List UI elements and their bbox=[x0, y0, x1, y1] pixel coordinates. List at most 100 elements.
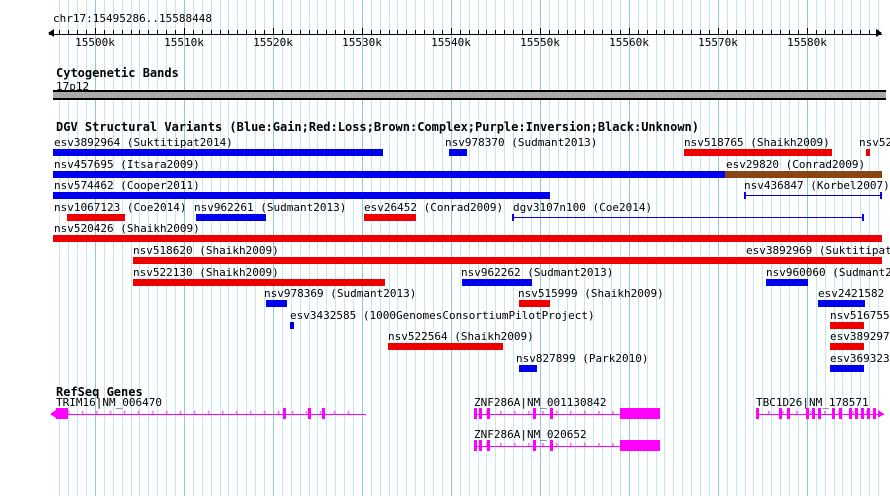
dgv-feature-bar[interactable] bbox=[196, 213, 266, 221]
arrow-left-icon[interactable] bbox=[48, 29, 54, 37]
dgv-feature-bar[interactable] bbox=[519, 300, 550, 308]
gene-exon[interactable] bbox=[479, 440, 482, 451]
gene-exon[interactable] bbox=[620, 408, 660, 419]
axis-tick bbox=[522, 30, 523, 35]
gene-exon[interactable] bbox=[487, 408, 490, 419]
gene-exon[interactable] bbox=[756, 408, 759, 419]
dgv-feature-bar[interactable] bbox=[53, 192, 550, 200]
dgv-feature-label[interactable]: nsv962261 (Sudmant2013) bbox=[194, 200, 347, 214]
dgv-feature-bar[interactable] bbox=[725, 170, 882, 178]
dgv-feature-bar[interactable] bbox=[67, 213, 125, 221]
gene-exon[interactable] bbox=[487, 440, 490, 451]
dgv-feature-bar[interactable] bbox=[266, 300, 287, 308]
gene-exon[interactable] bbox=[861, 408, 864, 419]
axis-tick bbox=[291, 30, 292, 35]
dgv-feature-label[interactable]: esv3892964 (Suktitipat2014) bbox=[54, 136, 233, 149]
gene-exon[interactable] bbox=[479, 408, 482, 419]
gene-label[interactable]: TBC1D26|NM_178571 bbox=[756, 396, 869, 409]
dgv-feature-bar[interactable] bbox=[364, 213, 416, 221]
cytoband-segment-17p12[interactable] bbox=[53, 90, 886, 100]
dgv-feature-bar[interactable] bbox=[830, 365, 864, 372]
dgv-feature-bar[interactable] bbox=[449, 149, 467, 156]
gene-label[interactable]: ZNF286A|NM_020652 bbox=[474, 428, 587, 441]
dgv-feature-label[interactable]: nsv436847 (Korbel2007) bbox=[744, 179, 890, 193]
dgv-feature-label[interactable]: nsv518765 (Shaikh2009) bbox=[684, 136, 830, 149]
gridline bbox=[736, 0, 737, 496]
gene-exon[interactable] bbox=[832, 408, 835, 419]
gene-exon[interactable] bbox=[806, 408, 809, 419]
dgv-feature-bar[interactable] bbox=[290, 321, 294, 329]
gene-exon[interactable] bbox=[779, 408, 782, 419]
dgv-feature-label[interactable]: dgv3107n100 (Coe2014) bbox=[513, 200, 653, 214]
dgv-feature-bar[interactable] bbox=[866, 149, 870, 156]
dgv-feature-bar[interactable] bbox=[519, 365, 537, 372]
gene-exon[interactable] bbox=[550, 440, 553, 451]
gene-exon[interactable] bbox=[867, 408, 870, 419]
dgv-feature-bar[interactable] bbox=[830, 343, 864, 351]
arrow-right-icon[interactable] bbox=[876, 29, 882, 37]
axis-tick bbox=[424, 30, 425, 35]
dgv-feature-label[interactable]: nsv1067123 (Coe2014) bbox=[54, 200, 187, 214]
dgv-feature-label[interactable]: esv3892972 bbox=[830, 330, 890, 344]
dgv-feature-label[interactable]: nsv574462 (Cooper2011) bbox=[54, 179, 200, 193]
dgv-feature-label[interactable]: nsv827899 (Park2010) bbox=[516, 352, 649, 365]
dgv-feature-bar[interactable] bbox=[133, 257, 882, 264]
gene-exon[interactable] bbox=[322, 408, 325, 419]
dgv-feature-label[interactable]: esv29820 (Conrad2009) bbox=[726, 157, 866, 171]
dgv-feature-line[interactable] bbox=[746, 260, 882, 261]
gridline bbox=[709, 0, 710, 496]
dgv-feature-bar[interactable] bbox=[53, 235, 882, 243]
dgv-feature-label[interactable]: nsv978369 (Sudmant2013) bbox=[264, 287, 417, 301]
dgv-feature-label[interactable]: nsv960060 (Sudmant20 bbox=[766, 265, 890, 279]
dgv-feature-label[interactable]: nsv515999 (Shaikh2009) bbox=[518, 287, 664, 301]
dgv-feature-label[interactable]: nsv518620 (Shaikh2009) bbox=[133, 244, 279, 257]
dgv-feature-label[interactable]: nsv522130 (Shaikh2009) bbox=[133, 265, 279, 279]
gene-exon[interactable] bbox=[839, 408, 842, 419]
dgv-feature-label[interactable]: esv2421582 (P bbox=[818, 287, 890, 301]
dgv-feature-bar[interactable] bbox=[388, 343, 503, 351]
gene-exon[interactable] bbox=[873, 408, 876, 419]
gene-exon[interactable] bbox=[787, 408, 790, 419]
dgv-feature-bar[interactable] bbox=[818, 300, 865, 308]
dgv-feature-label[interactable]: nsv52 bbox=[859, 136, 890, 149]
gene-exon[interactable] bbox=[855, 408, 858, 419]
gene-label[interactable]: ZNF286A|NM_001130842 bbox=[474, 396, 607, 409]
axis-tick bbox=[397, 30, 398, 35]
dgv-feature-line[interactable] bbox=[512, 216, 864, 218]
gene-exon[interactable] bbox=[474, 440, 477, 451]
gene-exon[interactable] bbox=[474, 408, 477, 419]
dgv-feature-label[interactable]: esv3432585 (1000GenomesConsortiumPilotPr… bbox=[290, 308, 595, 322]
cytoband-track[interactable] bbox=[53, 90, 886, 100]
dgv-feature-bar[interactable] bbox=[830, 321, 864, 329]
gene-exon[interactable] bbox=[533, 408, 536, 419]
dgv-feature-bar[interactable] bbox=[133, 278, 385, 286]
dgv-feature-label[interactable]: nsv457695 (Itsara2009) bbox=[54, 157, 200, 171]
axis-tick bbox=[736, 30, 737, 35]
dgv-feature-label[interactable]: nsv978370 (Sudmant2013) bbox=[445, 136, 598, 149]
gene-exon[interactable] bbox=[812, 408, 815, 419]
dgv-feature-label[interactable]: esv3892969 (Suktitipat20 bbox=[746, 244, 890, 257]
gene-exon[interactable] bbox=[620, 440, 660, 451]
dgv-feature-bar[interactable] bbox=[684, 149, 832, 156]
dgv-feature-bar[interactable] bbox=[766, 278, 808, 286]
gene-label[interactable]: TRIM16|NM_006470 bbox=[56, 396, 162, 409]
dgv-feature-bar[interactable] bbox=[462, 278, 532, 286]
dgv-feature-label[interactable]: nsv520426 (Shaikh2009) bbox=[54, 222, 200, 236]
dgv-feature-bar[interactable] bbox=[53, 170, 880, 178]
dgv-feature-line[interactable] bbox=[744, 195, 882, 197]
dgv-feature-bar[interactable] bbox=[53, 149, 383, 156]
gene-exon[interactable] bbox=[533, 440, 536, 451]
dgv-feature-label[interactable]: nsv522564 (Shaikh2009) bbox=[388, 330, 534, 344]
gene-exon[interactable] bbox=[308, 408, 311, 419]
dgv-feature-label[interactable]: esv26452 (Conrad2009) bbox=[364, 200, 504, 214]
gene-exon[interactable] bbox=[818, 408, 821, 419]
gene-exon[interactable] bbox=[849, 408, 852, 419]
gene-exon[interactable] bbox=[550, 408, 553, 419]
coordinate-ruler[interactable]: chr17:15495286..15588448 15500k 15510k 155… bbox=[0, 0, 890, 50]
gene-exon[interactable] bbox=[283, 408, 286, 419]
strand-chevron-icon: › bbox=[526, 408, 532, 418]
dgv-feature-label[interactable]: nsv962262 (Sudmant2013) bbox=[461, 265, 614, 279]
dgv-feature-label[interactable]: esv3693232 bbox=[830, 352, 890, 365]
dgv-feature-label[interactable]: nsv516755 bbox=[830, 308, 890, 322]
gene-exon[interactable] bbox=[56, 408, 68, 419]
